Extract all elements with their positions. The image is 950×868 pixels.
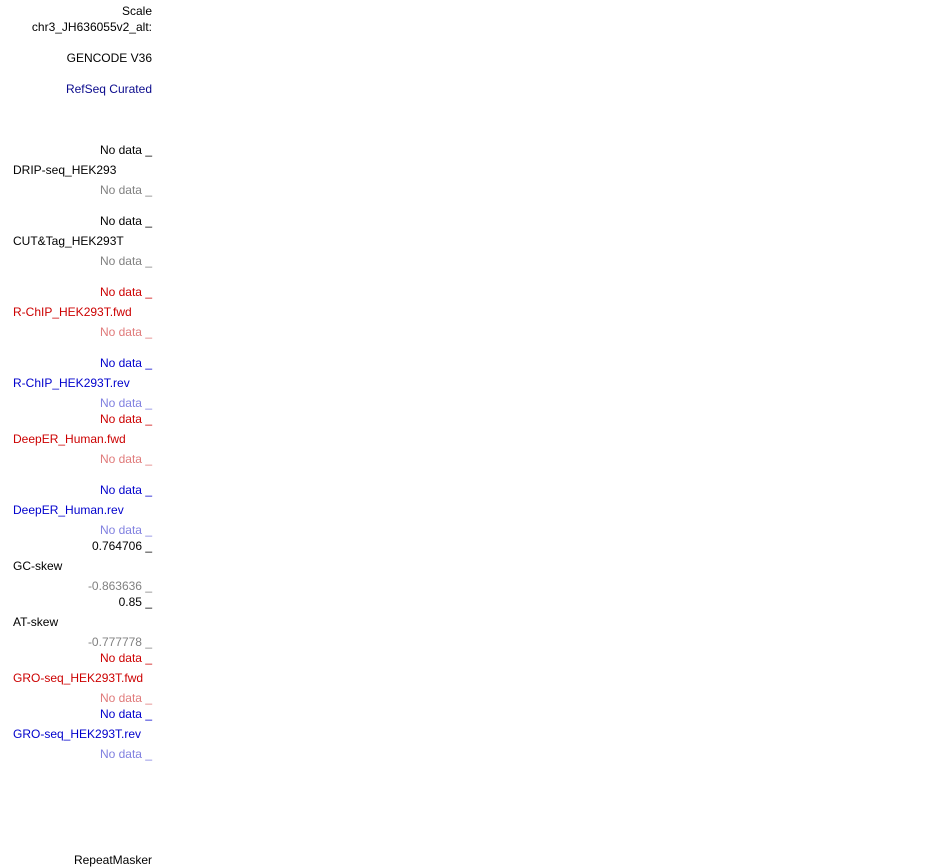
gcskew-min-label: -0.863636 _ (87, 579, 152, 593)
rchip-rev-max-label: No data _ (99, 356, 152, 370)
track-gro-seq-rev[interactable]: GRO-seq_HEK293T.rev (13, 727, 142, 741)
rchip-fwd-min-label: No data _ (99, 325, 152, 339)
track-deeper-rev[interactable]: DeepER_Human.rev (13, 503, 124, 517)
track-repeatmasker[interactable]: RepeatMasker (73, 853, 152, 867)
track-gencode[interactable]: GENCODE V36 (66, 51, 152, 65)
deeper-rev-min-label: No data _ (99, 523, 152, 537)
drip-min-label: No data _ (99, 183, 152, 197)
track-at-skew[interactable]: AT-skew (13, 615, 59, 629)
gcskew-max-label: 0.764706 _ (91, 539, 152, 553)
track-gro-seq-fwd[interactable]: GRO-seq_HEK293T.fwd (13, 671, 144, 685)
track-refseq-curated[interactable]: RefSeq Curated (65, 82, 152, 96)
gro-fwd-min-label: No data _ (99, 691, 152, 705)
scale-label: Scale (121, 4, 152, 18)
cuttag-max-label: No data _ (99, 214, 152, 228)
track-rchip-fwd[interactable]: R-ChIP_HEK293T.fwd (13, 305, 132, 319)
cuttag-min-label: No data _ (99, 254, 152, 268)
gro-rev-min-label: No data _ (99, 747, 152, 761)
rchip-fwd-max-label: No data _ (99, 285, 152, 299)
track-gc-skew[interactable]: GC-skew (13, 559, 63, 573)
track-cut-tag[interactable]: CUT&Tag_HEK293T (13, 234, 124, 248)
deeper-rev-max-label: No data _ (99, 483, 152, 497)
gro-fwd-max-label: No data _ (99, 651, 152, 665)
atskew-min-label: -0.777778 _ (87, 635, 152, 649)
deeper-fwd-min-label: No data _ (99, 452, 152, 466)
track-rchip-rev[interactable]: R-ChIP_HEK293T.rev (13, 376, 130, 390)
chrom-position-label: chr3_JH636055v2_alt: (31, 20, 152, 34)
track-deeper-fwd[interactable]: DeepER_Human.fwd (13, 432, 126, 446)
deeper-fwd-max-label: No data _ (99, 412, 152, 426)
track-drip-seq[interactable]: DRIP-seq_HEK293 (13, 163, 117, 177)
rchip-rev-min-label: No data _ (99, 396, 152, 410)
gro-rev-max-label: No data _ (99, 707, 152, 721)
atskew-max-label: 0.85 _ (118, 595, 152, 609)
drip-max-label: No data _ (99, 143, 152, 157)
